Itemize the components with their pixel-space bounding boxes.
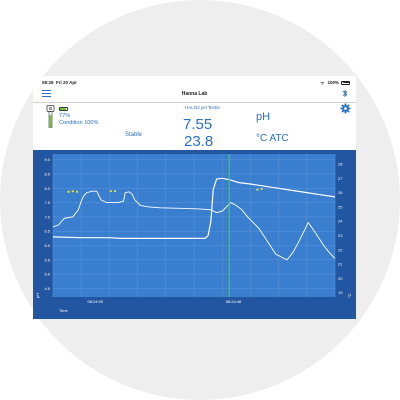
y-left-tick-label: 7.0: [44, 214, 50, 219]
y-right-axis-label: °C: [347, 293, 352, 298]
probe-name: HALO2 pH Tester: [185, 105, 221, 110]
probe-battery-icon: [59, 107, 68, 111]
navbar: Hanna Lab: [33, 86, 356, 103]
stability-marker: [256, 188, 259, 191]
probe-battery-percent: 77%: [59, 113, 71, 119]
chart-panel[interactable]: 9.0 8.5 8.0 7.5 7.0 6.5 6.0 5.5 5.0 4.5 28 27 26 25 24…: [33, 150, 356, 319]
stability-marker: [260, 187, 263, 190]
temperature-unit: °C ATC: [256, 133, 289, 144]
y-left-tick-label: 5.0: [44, 272, 50, 277]
stability-marker: [67, 190, 70, 193]
status-date: Fri 20 Apr: [56, 80, 77, 85]
battery-percent: 100%: [327, 80, 339, 85]
stability-marker: [71, 190, 74, 193]
status-time: 08:26: [42, 80, 54, 85]
y-left-tick-label: 6.5: [44, 229, 50, 234]
stability-marker: [109, 190, 112, 193]
gear-icon[interactable]: [340, 103, 351, 114]
y-right-tick-label: 19: [338, 290, 343, 295]
y-left-tick-label: 7.5: [44, 200, 50, 205]
battery-icon: [341, 80, 350, 85]
y-right-tick-label: 24: [338, 219, 343, 224]
y-right-tick-label: 26: [338, 190, 343, 195]
stability-marker: [113, 190, 117, 193]
tablet-screen: 08:26 Fri 20 Apr 100% Hanna Lab 77% Cond…: [33, 76, 356, 319]
y-right-tick-label: 23: [338, 233, 343, 238]
y-left-tick-label: 8.0: [44, 186, 50, 191]
temperature-series-line: [52, 177, 336, 239]
ph-reading: 7.55: [183, 116, 213, 133]
wifi-icon: [321, 81, 325, 85]
x-tick-label: 08:24:00: [88, 299, 104, 304]
y-right-tick-label: 22: [338, 247, 343, 252]
ph-unit: pH: [256, 111, 271, 123]
status-right: 100%: [320, 80, 350, 85]
y-right-tick-label: 21: [338, 262, 343, 267]
status-bar: 08:26 Fri 20 Apr 100%: [33, 76, 356, 86]
x-tick-label: 08:24:48: [226, 299, 242, 304]
nav-title: Hanna Lab: [181, 91, 208, 97]
x-axis-label: Time: [59, 308, 69, 313]
temperature-reading: 23.8: [184, 133, 214, 150]
bluetooth-icon[interactable]: [342, 89, 348, 98]
y-right-tick-label: 20: [338, 276, 343, 281]
y-left-axis-label: pH: [35, 293, 40, 298]
ph-series-line: [52, 190, 336, 261]
y-right-tick-label: 25: [338, 204, 343, 209]
y-right-tick-label: 28: [338, 162, 343, 167]
status-time-date: 08:26 Fri 20 Apr: [42, 80, 77, 85]
stability-marker: [75, 190, 79, 193]
y-right-tick-label: 27: [338, 176, 343, 181]
menu-icon[interactable]: [42, 90, 51, 97]
stability-status: Stable: [125, 132, 143, 138]
probe-panel: 77% Condition 100% HALO2 pH Tester Stabl…: [33, 102, 356, 150]
y-left-tick-label: 8.5: [44, 172, 50, 177]
y-left-tick-label: 6.0: [44, 243, 50, 248]
y-left-tick-label: 5.5: [44, 257, 50, 262]
probe-condition: Condition 100%: [59, 120, 99, 126]
y-left-tick-label: 4.5: [44, 286, 50, 291]
probe-icon: [46, 105, 55, 128]
y-left-tick-label: 9.0: [44, 157, 50, 162]
ph-temperature-chart[interactable]: 9.0 8.5 8.0 7.5 7.0 6.5 6.0 5.5 5.0 4.5 28 27 26 25 24…: [33, 150, 356, 319]
